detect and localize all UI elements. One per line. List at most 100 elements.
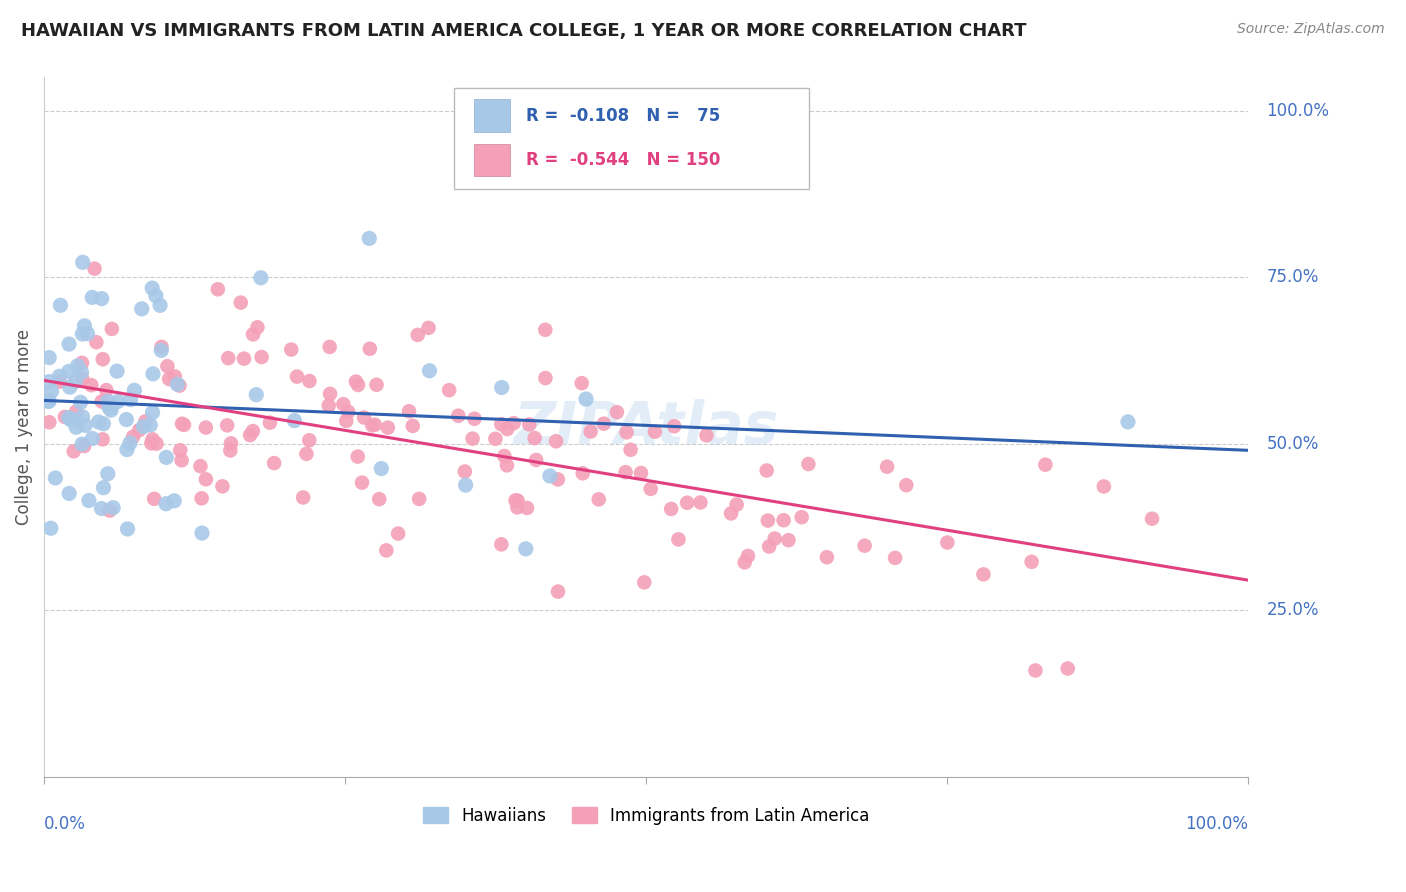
Point [191,526,214,541]
Point [588,492,610,507]
Point [790,510,813,524]
Point [756,514,779,528]
Point [1140,512,1163,526]
Point [91,433,114,447]
Point [491,537,513,551]
Point [69,395,91,409]
Point [90,394,112,409]
Point [387,526,409,541]
Point [163,493,186,508]
Point [173,417,195,432]
Point [70,437,93,451]
Point [516,500,538,515]
Point [166,377,188,392]
Point [41,384,63,399]
Point [48,369,70,384]
Point [575,392,598,406]
Point [364,417,387,432]
Point [70,356,93,370]
Point [170,417,193,431]
Point [319,387,342,401]
Point [496,422,519,436]
Point [131,301,153,316]
Point [263,456,285,470]
Point [39,521,62,535]
Point [408,491,430,506]
Point [406,327,429,342]
Point [141,433,163,447]
Point [170,453,193,467]
Point [97,467,120,481]
Point [447,409,470,423]
Point [250,350,273,364]
Point [62,444,84,458]
FancyBboxPatch shape [454,88,808,189]
Point [538,469,561,483]
Point [233,351,256,366]
Point [76,326,98,341]
Point [283,414,305,428]
Point [142,367,165,381]
Point [217,418,239,433]
Point [366,377,388,392]
Point [972,567,994,582]
Point [876,459,898,474]
Point [755,463,778,477]
Point [463,411,485,425]
Point [491,380,513,394]
Point [1056,661,1078,675]
Point [65,420,87,434]
Point [259,416,281,430]
Point [59,380,82,394]
Y-axis label: College, 1 year or more: College, 1 year or more [15,329,32,525]
Point [145,436,167,450]
Point [295,447,318,461]
Point [48,375,70,389]
Point [659,502,682,516]
Point [515,541,537,556]
Point [93,481,115,495]
Point [105,364,128,378]
Point [758,540,780,554]
Point [98,503,121,517]
Point [245,388,267,402]
Point [211,479,233,493]
Point [163,369,186,384]
Point [75,418,97,433]
Text: R =  -0.108   N =   75: R = -0.108 N = 75 [526,106,720,125]
Point [544,434,567,449]
Point [571,376,593,391]
Point [484,432,506,446]
Point [370,461,392,475]
Point [695,428,717,442]
Point [496,458,519,473]
Point [664,419,686,434]
Point [402,419,425,434]
Point [616,425,638,440]
Point [155,450,177,465]
Point [242,424,264,438]
Point [614,465,637,479]
Point [93,417,115,431]
Point [96,383,118,397]
Point [141,436,163,450]
Point [190,459,212,474]
Point [285,369,308,384]
Point [524,453,547,467]
Point [194,472,217,486]
Point [375,543,398,558]
Point [87,415,110,429]
Point [246,320,269,334]
Point [523,431,546,445]
Point [134,414,156,428]
Point [242,327,264,342]
Point [86,335,108,350]
Point [141,281,163,295]
Point [494,449,516,463]
Text: 100.0%: 100.0% [1267,102,1330,120]
Point [668,533,690,547]
Point [737,549,759,563]
Point [337,405,360,419]
Point [38,351,60,365]
Point [292,491,315,505]
